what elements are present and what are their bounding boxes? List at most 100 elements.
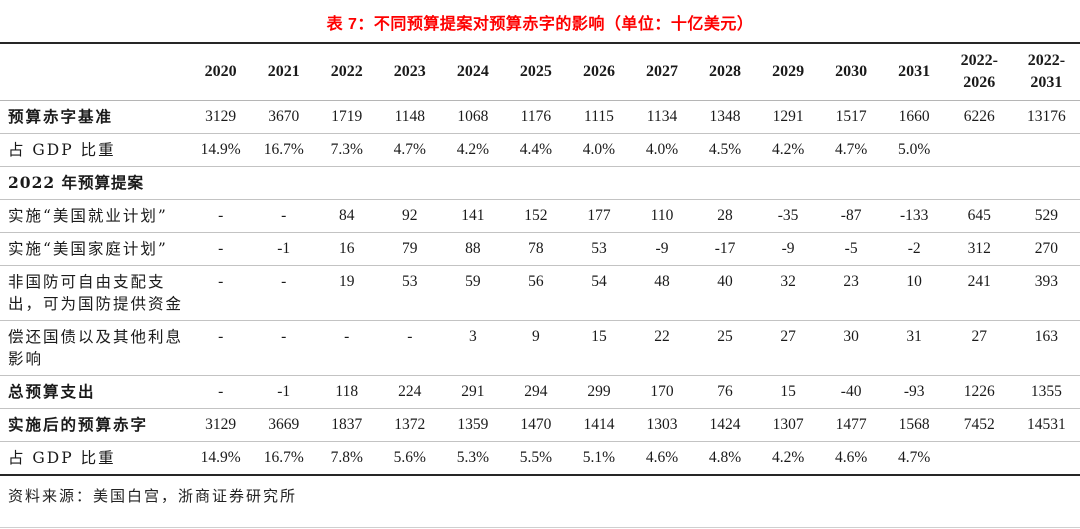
value-cell	[945, 166, 1013, 200]
value-cell: 4.4%	[504, 133, 568, 167]
value-cell: 5.5%	[519, 449, 553, 466]
value-cell: 78	[504, 232, 568, 266]
value-cell	[504, 166, 568, 200]
table-row: 占 GDP 比重 14.9% 16.7% 7.3% 4.7% 4.2% 4.4% 4.0% 4.…	[0, 133, 1080, 167]
value-cell: -17	[693, 232, 757, 266]
value-cell: 152	[504, 199, 568, 233]
table-row: 实施“美国就业计划” - -84 92 141 152 177 110 28 -35 -87 -133…	[0, 199, 1080, 233]
value-cell	[882, 166, 946, 200]
value-cell	[378, 166, 442, 200]
value-cell: 3670	[252, 100, 316, 134]
value-cell: 4.7%	[378, 133, 442, 167]
value-cell: 4.2%	[771, 449, 805, 466]
value-cell: 28	[693, 199, 757, 233]
value-cell: 1837	[315, 408, 379, 442]
value-cell: 30	[819, 320, 883, 376]
value-cell: 6226	[945, 100, 1013, 134]
value-cell: 27	[945, 320, 1013, 376]
column-header: 2027	[630, 43, 694, 101]
value-cell: 4.0%	[630, 133, 694, 167]
column-header: 2031	[882, 43, 946, 101]
value-cell: 53	[378, 265, 442, 321]
row-label: 实施后的预算赤字	[0, 408, 190, 442]
value-cell: 1348	[693, 100, 757, 134]
table-row: 预算赤字基准 3129 3670 1719 1148 1068 1176 1115 1134 13…	[0, 100, 1080, 134]
value-cell	[441, 166, 505, 200]
value-cell: 645	[945, 199, 1013, 233]
value-cell: 31	[882, 320, 946, 376]
value-cell: 25	[693, 320, 757, 376]
value-cell: 4.7%	[898, 449, 931, 466]
value-cell: 5.1%	[582, 449, 616, 466]
value-cell: 312	[945, 232, 1013, 266]
value-cell: 529	[1012, 199, 1080, 233]
budget-deficit-table: 2020 2021 2022 2023 2024 2025 2026 2027 2028 2029…	[0, 42, 1080, 476]
value-cell: 1719	[315, 100, 379, 134]
bottom-divider	[0, 527, 1080, 528]
value-cell: -133	[882, 199, 946, 233]
value-cell: -9	[630, 232, 694, 266]
row-label: 预算赤字基准	[0, 100, 190, 134]
value-cell: 1176	[504, 100, 568, 134]
column-header: 2022-2031	[1012, 43, 1080, 101]
value-cell: 40	[693, 265, 757, 321]
value-cell: -	[252, 199, 316, 233]
column-header: 2028	[693, 43, 757, 101]
value-cell	[756, 166, 820, 200]
value-cell: -87	[819, 199, 883, 233]
table-row: 偿还国债以及其他利息影响 - - - -3 9 15 22 25 27 30 31 27 163	[0, 320, 1080, 376]
row-label: 2022 年预算提案	[0, 166, 190, 200]
value-cell: 270	[1012, 232, 1080, 266]
value-cell: 163	[1012, 320, 1080, 376]
table-row: 非国防可自由支配支出，可为国防提供资金 - -19 53 59 56 54 48 40 32 23 1…	[0, 265, 1080, 321]
value-cell	[945, 133, 1013, 167]
value-cell: 15	[756, 375, 820, 409]
value-cell: 4.8%	[708, 449, 742, 466]
value-cell: 1372	[378, 408, 442, 442]
value-cell: 4.6%	[834, 449, 868, 466]
value-cell	[189, 166, 253, 200]
column-header: 2022-2026	[945, 43, 1013, 101]
value-cell: 177	[567, 199, 631, 233]
value-cell	[630, 166, 694, 200]
value-cell	[1012, 133, 1080, 167]
value-cell: 7.3%	[315, 133, 379, 167]
value-cell: 118	[315, 375, 379, 409]
value-cell: 1424	[693, 408, 757, 442]
value-cell: 10	[882, 265, 946, 321]
value-cell: -40	[819, 375, 883, 409]
value-cell: 170	[630, 375, 694, 409]
value-cell: 110	[630, 199, 694, 233]
value-cell: 294	[504, 375, 568, 409]
value-cell: 32	[756, 265, 820, 321]
value-cell: 1307	[756, 408, 820, 442]
value-cell: 84	[315, 199, 379, 233]
value-cell: 3	[441, 320, 505, 376]
value-cell: 1115	[567, 100, 631, 134]
value-cell: 393	[1012, 265, 1080, 321]
value-cell: 79	[378, 232, 442, 266]
column-header: 2025	[504, 43, 568, 101]
value-cell: 1517	[819, 100, 883, 134]
value-cell: 299	[567, 375, 631, 409]
value-cell: 1134	[630, 100, 694, 134]
value-cell: 54	[567, 265, 631, 321]
table-title: 表 7：不同预算提案对预算赤字的影响（单位：十亿美元）	[326, 16, 754, 33]
source-note: 资料来源：美国白宫，浙商证券研究所	[8, 487, 298, 505]
value-cell: 224	[378, 375, 442, 409]
value-cell: 22	[630, 320, 694, 376]
value-cell: -5	[819, 232, 883, 266]
row-label: 实施“美国家庭计划”	[0, 232, 190, 266]
column-header: 2029	[756, 43, 820, 101]
value-cell	[1013, 442, 1080, 476]
value-cell: 4.0%	[567, 133, 631, 167]
value-cell: 19	[315, 265, 379, 321]
value-cell: 141	[441, 199, 505, 233]
row-label: 占 GDP 比重	[0, 133, 190, 167]
value-cell	[315, 166, 379, 200]
value-cell: -	[189, 199, 253, 233]
value-cell: 5.0%	[882, 133, 946, 167]
table-header: 2020 2021 2022 2023 2024 2025 2026 2027 2028 2029…	[0, 43, 1080, 101]
value-cell: 1660	[882, 100, 946, 134]
value-cell: 3129	[189, 408, 253, 442]
